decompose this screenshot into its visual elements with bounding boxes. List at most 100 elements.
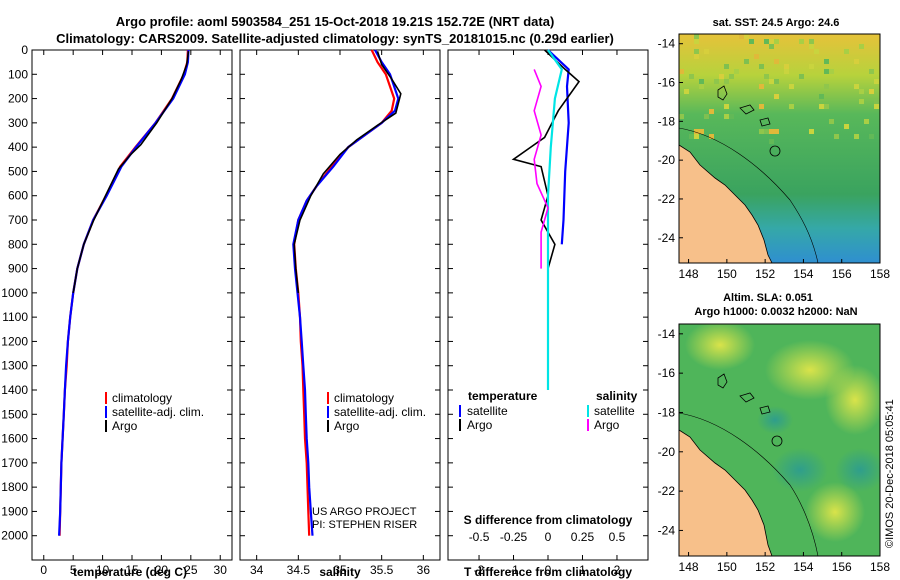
sst-cell — [869, 134, 874, 139]
map-x-tick-label: 148 — [679, 267, 699, 281]
sst-cell — [859, 89, 864, 94]
sst-cell — [824, 84, 829, 89]
sst-cell — [844, 124, 849, 129]
y-tick-label: 1900 — [1, 504, 28, 518]
s-x-tick-label: 0 — [545, 530, 552, 544]
map-x-tick-label: 154 — [793, 560, 813, 574]
sst-cell — [789, 84, 794, 89]
sst-cell — [834, 134, 839, 139]
sst-cell — [769, 44, 774, 49]
sst-cell — [814, 49, 819, 54]
sst-cell — [729, 74, 734, 79]
legend-salinity-head: salinity — [596, 389, 638, 403]
sst-cell — [689, 134, 694, 139]
temperature-legend: climatology satellite-adj. clim. Argo — [105, 391, 204, 433]
sla-reefs — [717, 373, 771, 415]
sst-cell — [819, 94, 824, 99]
s-x-tick-label: -0.5 — [469, 530, 490, 544]
sla-map: Altim. SLA: 0.051 Argo h1000: 0.0032 h20… — [658, 292, 891, 574]
sst-cell — [854, 59, 859, 64]
sst-cell — [709, 134, 714, 139]
y-tick-label: 700 — [8, 213, 28, 227]
y-tick-label: 800 — [8, 237, 28, 251]
sst-shelf-contour — [679, 127, 819, 263]
x-tick-label: 2 — [614, 563, 621, 577]
sst-cell — [859, 44, 864, 49]
map-y-tick-label: -22 — [658, 484, 676, 498]
sla-low-anomaly — [835, 448, 880, 492]
sst-cell — [724, 104, 729, 109]
legend-s-satellite: satellite — [594, 404, 635, 418]
legend-climatology: climatology — [334, 391, 394, 405]
map-y-tick-label: -18 — [658, 114, 676, 128]
legend-argo: Argo — [112, 419, 138, 433]
sst-cell — [759, 129, 764, 134]
map-x-tick-label: 158 — [870, 267, 890, 281]
legend-argo: Argo — [334, 419, 360, 433]
y-tick-label: 400 — [8, 140, 28, 154]
sst-cell — [714, 79, 719, 84]
sla-coastline — [679, 429, 773, 556]
sst-cell — [769, 79, 774, 84]
temperature-panel: 0100200300400500600700800900100011001200… — [1, 43, 233, 579]
y-tick-label: 1000 — [1, 286, 28, 300]
sst-cell — [769, 39, 774, 44]
sst-cell — [704, 49, 709, 54]
sst-cell — [764, 129, 769, 134]
series-line-salinity-satellite — [546, 49, 563, 390]
sst-cell — [819, 104, 824, 109]
credit-line-1: US ARGO PROJECT — [312, 506, 417, 518]
y-tick-label: 500 — [8, 164, 28, 178]
sst-cell — [754, 54, 759, 59]
sst-cell — [724, 64, 729, 69]
legend-climatology: climatology — [112, 391, 172, 405]
x-tick-label: -2 — [474, 563, 485, 577]
x-tick-label: 15 — [125, 563, 139, 577]
temperature-xlabel: temperature (deg C) — [73, 565, 187, 579]
sst-cell — [789, 104, 794, 109]
sst-cell — [699, 129, 704, 134]
x-tick-label: 5 — [70, 563, 77, 577]
sst-cell — [769, 129, 774, 134]
y-tick-label: 100 — [8, 67, 28, 81]
s-x-tick-label: 0.25 — [571, 530, 595, 544]
map-x-tick-label: 150 — [717, 560, 737, 574]
salinity-panel: 34 34.5 35 35.5 36 salinity climatology sate… — [239, 49, 441, 579]
sst-cell — [874, 79, 879, 84]
sst-cell — [759, 64, 764, 69]
sst-cell — [809, 129, 814, 134]
sst-cell — [679, 69, 684, 74]
map-y-tick-label: -24 — [658, 231, 676, 245]
sst-cell — [809, 64, 814, 69]
sst-cell — [774, 59, 779, 64]
y-tick-label: 1200 — [1, 334, 28, 348]
sla-low-anomaly — [772, 448, 828, 492]
y-tick-label: 2000 — [1, 529, 28, 543]
sst-cell — [784, 64, 789, 69]
sst-cell — [719, 74, 724, 79]
sst-cell — [854, 84, 859, 89]
sst-cell — [774, 94, 779, 99]
series-line-temperature-argo — [511, 49, 581, 293]
map-y-tick-label: -20 — [658, 445, 676, 459]
sst-cell — [799, 39, 804, 44]
legend-satellite: satellite-adj. clim. — [112, 405, 204, 419]
sst-cell — [864, 119, 869, 124]
x-tick-label: 34 — [250, 563, 264, 577]
map-x-tick-label: 154 — [793, 267, 813, 281]
series-line-satellite-adj-clim- — [292, 49, 400, 536]
series-line-temperature-satellite — [547, 49, 570, 245]
map-x-tick-label: 156 — [832, 560, 852, 574]
s-difference-label: S difference from climatology — [464, 513, 633, 527]
map-y-tick-label: -20 — [658, 153, 676, 167]
legend-t-argo: Argo — [467, 418, 493, 432]
sst-cell — [704, 114, 709, 119]
y-tick-label: 1800 — [1, 480, 28, 494]
salinity-frame — [239, 49, 441, 561]
sla-shelf-contour — [679, 412, 819, 556]
sst-cell — [869, 69, 874, 74]
sst-cell — [774, 79, 779, 84]
sst-cell — [744, 59, 749, 64]
sst-cell — [799, 74, 804, 79]
